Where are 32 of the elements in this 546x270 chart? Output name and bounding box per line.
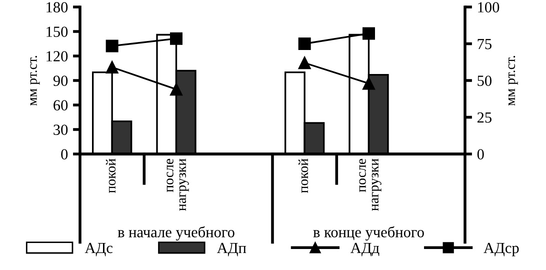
text: в конце учебного	[313, 226, 424, 240]
y2-tick-label: 50	[478, 76, 492, 86]
y2-tick-label: 25	[477, 112, 492, 123]
y-tick-label: 0	[61, 149, 68, 160]
point	[106, 40, 118, 52]
point	[362, 27, 375, 40]
y-tick-label: 180	[46, 2, 68, 12]
point	[170, 83, 182, 96]
text: в начале учебного	[118, 226, 234, 240]
y2-axis-title: мм рт.ст.	[508, 56, 518, 106]
legend-label: АДср	[484, 242, 519, 256]
point	[298, 56, 311, 70]
legend-label: АДс	[84, 242, 112, 256]
point	[298, 38, 311, 50]
legend-label: АДд	[350, 242, 380, 256]
y-tick-label: 30	[54, 124, 68, 135]
y-tick-label: 90	[53, 76, 68, 86]
point	[362, 77, 375, 90]
point	[170, 32, 182, 45]
x-tick-label: покой	[106, 158, 116, 193]
y-tick-label: 150	[46, 26, 68, 37]
x-tick-label: покой	[298, 158, 308, 193]
x-tick-label: после нагрузки	[166, 158, 189, 211]
point	[106, 61, 118, 74]
y2-tick-label: 75	[478, 39, 492, 50]
y-tick-label: 60	[54, 100, 68, 110]
legend-label: АДп	[216, 242, 246, 256]
y-axis-title: мм рт.ст.	[30, 56, 40, 106]
y2-tick-label: 0	[477, 149, 484, 160]
y2-tick-label: 100	[478, 2, 500, 12]
x-tick-label: после нагрузки	[359, 158, 382, 211]
y-tick-label: 120	[46, 51, 68, 62]
